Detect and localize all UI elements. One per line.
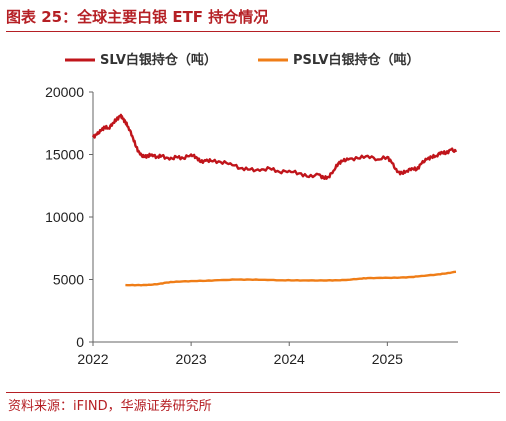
y-tick-label: 15000 [45, 147, 84, 163]
y-tick-labels: 0 5000 10000 15000 20000 [45, 84, 93, 350]
series-lines [91, 113, 458, 287]
source-note: 资料来源：iFIND，华源证券研究所 [8, 399, 212, 414]
slv-series-line [91, 113, 458, 180]
x-tick-label: 2024 [274, 351, 305, 367]
pslv-series-line [125, 270, 457, 287]
legend: SLV白银持仓（吨） PSLV白银持仓（吨） [65, 52, 419, 68]
legend-label-pslv: PSLV白银持仓（吨） [293, 52, 419, 68]
title-rule [6, 31, 500, 32]
chart-area: SLV白银持仓（吨） PSLV白银持仓（吨） 0 5000 10000 15000 20… [45, 52, 458, 367]
chart-title: 图表 25：全球主要白银 ETF 持仓情况 [6, 8, 269, 26]
x-tick-labels: 2022 2023 2024 2025 [77, 342, 403, 367]
legend-label-slv: SLV白银持仓（吨） [100, 52, 217, 68]
x-tick-label: 2025 [372, 351, 403, 367]
x-tick-label: 2022 [77, 351, 108, 367]
x-tick-label: 2023 [176, 351, 207, 367]
y-tick-label: 5000 [53, 272, 84, 288]
y-tick-label: 0 [76, 334, 84, 350]
y-tick-label: 10000 [45, 209, 84, 225]
source-rule [6, 392, 500, 393]
y-tick-label: 20000 [45, 84, 84, 100]
